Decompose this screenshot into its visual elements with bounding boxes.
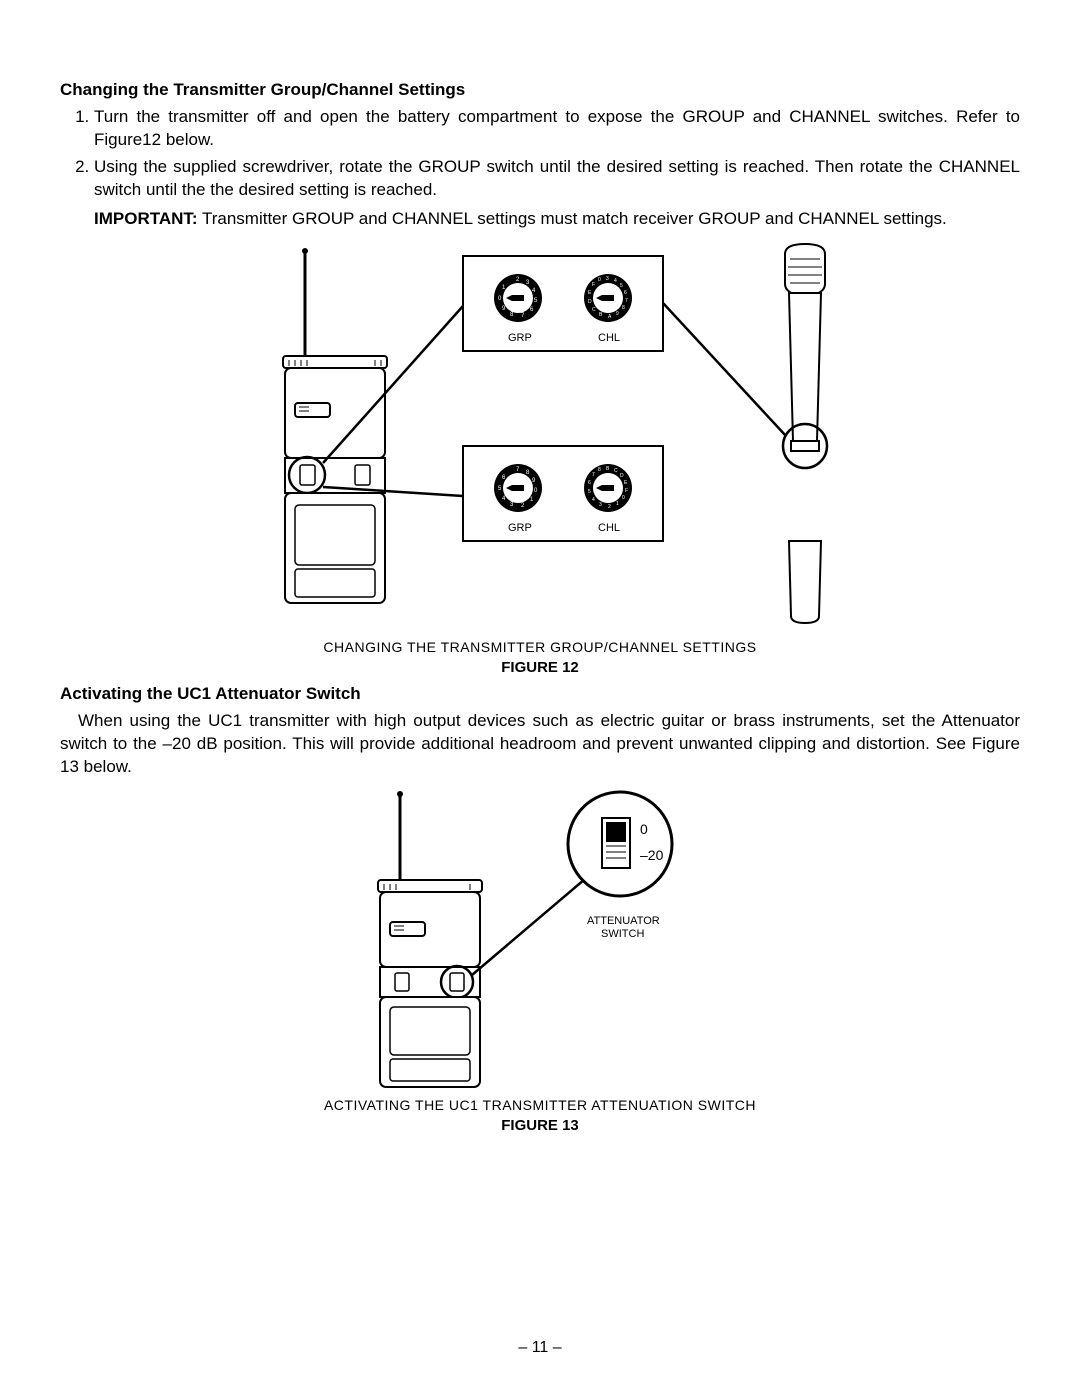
section1-heading: Changing the Transmitter Group/Channel S… <box>60 80 1020 100</box>
attenuator-label-1: ATTENUATOR <box>587 915 660 927</box>
section2-heading: Activating the UC1 Attenuator Switch <box>60 684 1020 704</box>
svg-text:7: 7 <box>592 472 595 478</box>
step-1: Turn the transmitter off and open the ba… <box>94 106 1020 152</box>
figure-13: 0 –20 ATTENUATOR SWITCH ACTIVATING THE U… <box>60 789 1020 1134</box>
svg-text:4: 4 <box>592 497 595 503</box>
figure13-caption-label: FIGURE 13 <box>501 1117 579 1134</box>
svg-text:F: F <box>625 488 628 494</box>
step-2: Using the supplied screwdriver, rotate t… <box>94 156 1020 202</box>
svg-text:C: C <box>614 468 618 474</box>
svg-text:4: 4 <box>614 278 617 284</box>
important-body: Transmitter GROUP and CHANNEL settings m… <box>198 209 947 228</box>
section2-body: When using the UC1 transmitter with high… <box>60 710 1020 779</box>
svg-text:5: 5 <box>620 283 623 289</box>
svg-text:9: 9 <box>616 311 619 317</box>
grp-label-1: GRP <box>508 332 532 344</box>
attenuator-label-2: SWITCH <box>601 928 644 940</box>
figure12-caption-label: FIGURE 12 <box>501 659 579 676</box>
svg-text:D: D <box>588 299 592 305</box>
chl-label-1: CHL <box>598 332 620 344</box>
svg-text:D: D <box>620 473 624 479</box>
svg-text:0: 0 <box>598 277 601 283</box>
svg-text:7: 7 <box>625 298 628 304</box>
grp-label-2: GRP <box>508 522 532 534</box>
svg-text:6: 6 <box>588 480 591 486</box>
svg-text:0: 0 <box>622 495 625 501</box>
important-label: IMPORTANT: <box>94 209 198 228</box>
svg-text:1: 1 <box>616 501 619 507</box>
figure12-caption-upper: CHANGING THE TRANSMITTER GROUP/CHANNEL S… <box>323 639 756 655</box>
section1-steps: Turn the transmitter off and open the ba… <box>60 106 1020 202</box>
switch-0-label: 0 <box>640 821 648 837</box>
manual-page: Changing the Transmitter Group/Channel S… <box>0 0 1080 1397</box>
svg-text:6: 6 <box>624 290 627 296</box>
svg-text:3: 3 <box>606 276 609 282</box>
svg-text:F: F <box>592 282 595 288</box>
switch-neg20-label: –20 <box>640 847 664 863</box>
page-number: – 11 – <box>0 1339 1080 1357</box>
svg-text:3: 3 <box>599 502 602 508</box>
svg-text:8: 8 <box>598 467 601 473</box>
figure12-illustration: 234 567 890 1 345 678 9AB CDE F <box>215 241 865 631</box>
figure-12: 234 567 890 1 345 678 9AB CDE F <box>60 241 1020 676</box>
svg-text:8: 8 <box>622 305 625 311</box>
chl-label-2: CHL <box>598 522 620 534</box>
svg-text:2: 2 <box>608 504 611 510</box>
figure13-illustration: 0 –20 ATTENUATOR SWITCH <box>300 789 780 1089</box>
important-note: IMPORTANT: Transmitter GROUP and CHANNEL… <box>60 208 1020 231</box>
figure13-caption-upper: ACTIVATING THE UC1 TRANSMITTER ATTENUATI… <box>324 1097 756 1113</box>
svg-text:C: C <box>592 307 596 313</box>
svg-text:5: 5 <box>588 489 591 495</box>
